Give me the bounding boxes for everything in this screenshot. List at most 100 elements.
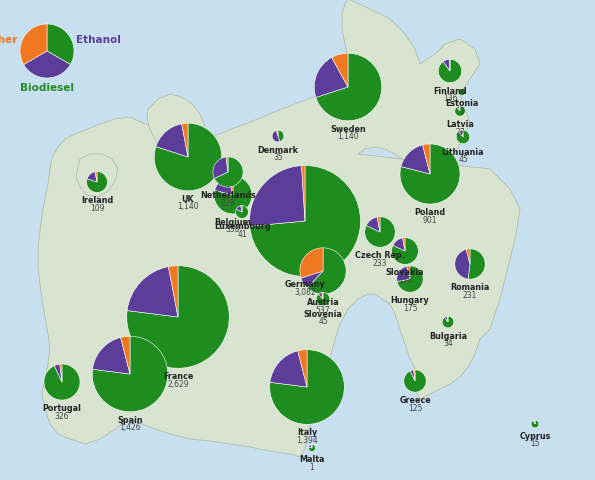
Wedge shape	[443, 60, 450, 72]
Text: 231: 231	[463, 290, 477, 299]
Text: Poland: Poland	[415, 207, 446, 216]
Text: Cyprus: Cyprus	[519, 431, 551, 440]
Wedge shape	[215, 177, 233, 195]
Wedge shape	[400, 144, 460, 204]
Text: 27: 27	[455, 127, 465, 136]
Wedge shape	[322, 293, 323, 300]
Text: Germany: Germany	[284, 280, 325, 289]
Text: 1,426: 1,426	[119, 422, 141, 432]
Wedge shape	[397, 266, 410, 282]
Text: Malta: Malta	[299, 455, 325, 464]
Wedge shape	[47, 25, 74, 65]
Text: Ethanol: Ethanol	[76, 35, 121, 45]
Wedge shape	[414, 370, 415, 381]
Text: 901: 901	[423, 215, 437, 224]
Wedge shape	[250, 166, 361, 277]
Text: Finland: Finland	[433, 86, 467, 96]
Text: Denmark: Denmark	[258, 145, 299, 155]
Text: 35: 35	[273, 153, 283, 162]
Wedge shape	[241, 206, 242, 213]
Wedge shape	[154, 124, 222, 192]
Wedge shape	[307, 248, 346, 295]
Wedge shape	[462, 131, 463, 138]
Wedge shape	[276, 131, 278, 137]
Text: Italy: Italy	[297, 427, 317, 436]
Text: UK: UK	[181, 194, 195, 204]
Wedge shape	[404, 370, 426, 392]
Wedge shape	[127, 266, 229, 369]
Text: 109: 109	[90, 204, 104, 213]
Wedge shape	[332, 54, 348, 88]
Wedge shape	[168, 266, 178, 317]
Wedge shape	[531, 420, 539, 428]
Text: Lithuania: Lithuania	[441, 147, 484, 156]
Text: 537: 537	[316, 305, 330, 314]
Wedge shape	[402, 238, 405, 252]
Wedge shape	[54, 364, 62, 382]
Wedge shape	[301, 271, 323, 288]
Text: 41: 41	[237, 229, 247, 239]
Wedge shape	[455, 107, 465, 117]
Wedge shape	[533, 420, 535, 424]
Wedge shape	[377, 217, 380, 232]
Text: 1: 1	[309, 462, 314, 471]
Circle shape	[459, 89, 465, 96]
Wedge shape	[314, 58, 348, 98]
Text: 136: 136	[443, 94, 457, 103]
Wedge shape	[457, 107, 460, 112]
Text: Other: Other	[0, 35, 18, 45]
Wedge shape	[459, 107, 460, 112]
Text: Sweden: Sweden	[330, 124, 366, 133]
Text: Biodiesel: Biodiesel	[20, 83, 74, 93]
Text: Austria: Austria	[306, 298, 339, 307]
Text: 45: 45	[318, 316, 328, 325]
Wedge shape	[466, 249, 470, 264]
Wedge shape	[226, 157, 228, 173]
Text: 3,082: 3,082	[294, 288, 316, 296]
Wedge shape	[318, 293, 323, 300]
Wedge shape	[270, 350, 345, 424]
Wedge shape	[44, 364, 80, 400]
Wedge shape	[439, 60, 462, 84]
Wedge shape	[228, 177, 233, 195]
Wedge shape	[127, 267, 178, 317]
Wedge shape	[407, 266, 410, 279]
Wedge shape	[447, 316, 448, 323]
Text: Latvia: Latvia	[446, 120, 474, 129]
Wedge shape	[392, 238, 418, 265]
Text: 15: 15	[530, 438, 540, 447]
Text: Netherlands: Netherlands	[200, 191, 256, 200]
Text: Bulgaria: Bulgaria	[429, 331, 467, 340]
Wedge shape	[316, 54, 382, 121]
Wedge shape	[87, 172, 97, 182]
Wedge shape	[449, 60, 450, 72]
Wedge shape	[468, 249, 485, 280]
Text: Spain: Spain	[117, 415, 143, 424]
Text: 1,140: 1,140	[337, 132, 359, 141]
Wedge shape	[459, 131, 463, 138]
Wedge shape	[302, 166, 305, 222]
Text: 45: 45	[458, 155, 468, 164]
Wedge shape	[60, 364, 62, 382]
Text: Hungary: Hungary	[391, 296, 430, 305]
Wedge shape	[236, 206, 248, 219]
Wedge shape	[456, 131, 469, 144]
Wedge shape	[156, 125, 188, 157]
Wedge shape	[317, 293, 330, 306]
Wedge shape	[24, 52, 70, 79]
Text: 326: 326	[55, 411, 69, 420]
Wedge shape	[270, 351, 307, 387]
Wedge shape	[95, 172, 97, 182]
Polygon shape	[147, 95, 205, 162]
Text: 1,394: 1,394	[296, 435, 318, 444]
Wedge shape	[236, 206, 242, 213]
Text: 229: 229	[221, 198, 235, 207]
Text: Ireland: Ireland	[81, 196, 113, 205]
Wedge shape	[93, 338, 130, 374]
Text: 34: 34	[443, 338, 453, 348]
Text: Portugal: Portugal	[43, 403, 82, 412]
Text: 125: 125	[408, 403, 422, 412]
Wedge shape	[92, 336, 168, 412]
Wedge shape	[121, 336, 130, 374]
Text: Czech Rep.: Czech Rep.	[355, 251, 405, 260]
